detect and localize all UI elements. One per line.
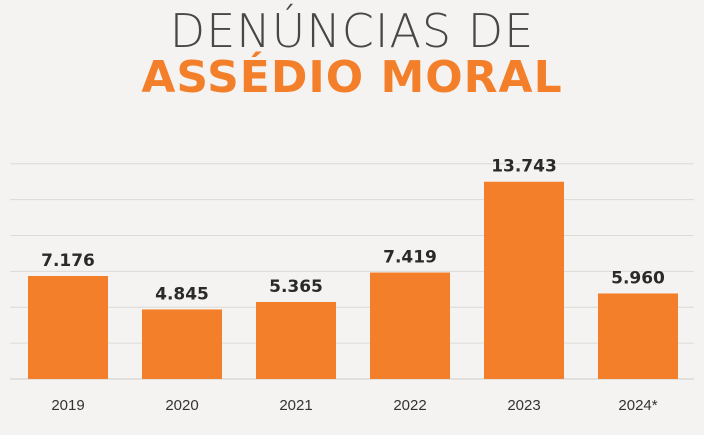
- bar-2024: [598, 293, 678, 379]
- data-label: 5.365: [269, 277, 323, 297]
- x-tick-label: 2024*: [618, 397, 657, 414]
- bar-2021: [256, 301, 336, 379]
- bar-2019: [28, 276, 108, 379]
- x-tick-label: 2020: [165, 397, 198, 414]
- bar-2020: [142, 309, 222, 379]
- x-tick-label: 2019: [51, 397, 84, 414]
- data-label: 5.960: [611, 268, 665, 288]
- data-label: 7.176: [41, 251, 95, 271]
- x-tick-label: 2023: [507, 397, 540, 414]
- x-tick-label: 2021: [279, 397, 312, 414]
- chart-title-line2: ASSÉDIO MORAL: [141, 52, 563, 103]
- data-label: 13.743: [491, 157, 557, 177]
- x-tick-label: 2022: [393, 397, 426, 414]
- data-label: 7.419: [383, 248, 437, 268]
- chart-title-line1: DENÚNCIAS DE: [169, 4, 535, 58]
- data-label: 4.845: [155, 284, 209, 304]
- bar-2022: [370, 272, 450, 379]
- bar-2023: [484, 181, 564, 379]
